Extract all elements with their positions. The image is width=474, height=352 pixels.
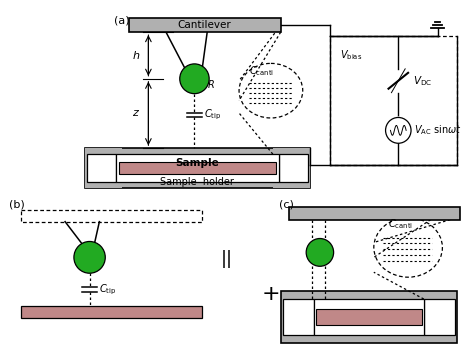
Text: Sample: Sample <box>175 158 219 168</box>
Bar <box>273 148 310 188</box>
Text: (a): (a) <box>114 15 130 25</box>
Text: $V_{\rm bias}$: $V_{\rm bias}$ <box>339 48 362 62</box>
Circle shape <box>306 239 334 266</box>
Bar <box>21 210 202 222</box>
Bar <box>21 306 202 318</box>
Text: $V_{\rm DC}$: $V_{\rm DC}$ <box>413 74 432 88</box>
Bar <box>330 36 457 165</box>
Bar <box>116 154 279 182</box>
Text: $h$: $h$ <box>132 50 141 62</box>
Text: $R$: $R$ <box>207 78 215 90</box>
Bar <box>119 162 276 174</box>
Ellipse shape <box>239 63 303 118</box>
Text: $z$: $z$ <box>132 108 141 119</box>
Bar <box>129 18 281 32</box>
Text: ||: || <box>221 250 233 268</box>
Bar <box>283 299 314 335</box>
Bar <box>85 148 122 188</box>
Text: Cantilever: Cantilever <box>178 20 232 30</box>
Text: $C_{\rm canti}$: $C_{\rm canti}$ <box>248 64 273 78</box>
Bar <box>85 148 310 188</box>
Bar <box>289 207 460 220</box>
Bar <box>314 299 424 335</box>
Circle shape <box>74 241 105 273</box>
Circle shape <box>385 118 411 143</box>
Text: $C_{\rm canti}$: $C_{\rm canti}$ <box>388 217 413 231</box>
Text: (b): (b) <box>9 200 25 210</box>
Bar <box>279 154 308 182</box>
Text: Sample  holder: Sample holder <box>161 177 234 187</box>
Text: +: + <box>262 284 280 304</box>
Circle shape <box>180 64 209 94</box>
Text: $C_{\rm tip}$: $C_{\rm tip}$ <box>100 282 117 297</box>
Bar <box>424 299 455 335</box>
Bar <box>281 291 457 343</box>
Bar <box>316 309 422 325</box>
Text: $V_{\rm AC}$ sin$\omega t$: $V_{\rm AC}$ sin$\omega t$ <box>414 124 462 137</box>
Ellipse shape <box>374 218 442 277</box>
Text: (c): (c) <box>279 200 293 210</box>
Text: $C_{\rm tip}$: $C_{\rm tip}$ <box>204 108 221 122</box>
Bar <box>87 154 116 182</box>
